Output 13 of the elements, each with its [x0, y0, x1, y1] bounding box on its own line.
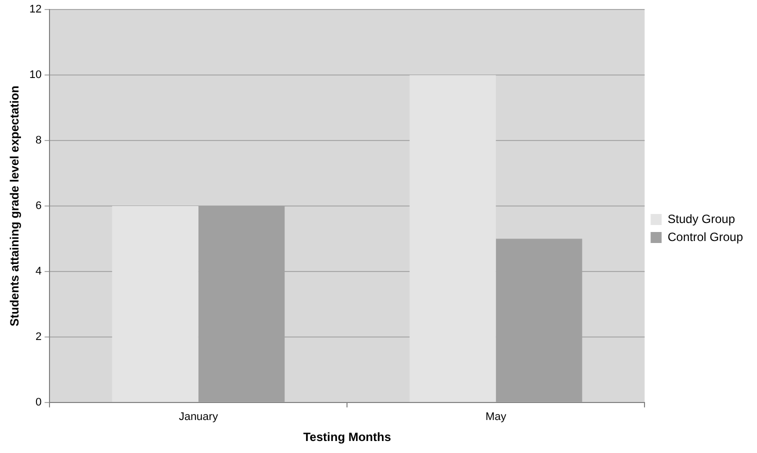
- y-axis-title: Students attaining grade level expectation: [8, 86, 22, 326]
- legend-label: Study Group: [668, 212, 736, 226]
- y-tick-label: 6: [36, 200, 42, 212]
- x-tick-label: January: [178, 411, 218, 424]
- x-axis-title: Testing Months: [303, 430, 392, 444]
- y-tick-label: 8: [36, 134, 42, 147]
- y-tick-label: 12: [29, 4, 42, 16]
- y-tick-label: 10: [29, 69, 42, 82]
- legend-label: Control Group: [668, 230, 744, 244]
- x-tick-label: May: [485, 411, 507, 424]
- y-tick-label: 0: [36, 396, 42, 408]
- y-tick-label: 2: [36, 330, 42, 343]
- y-tick-label: 4: [36, 266, 42, 278]
